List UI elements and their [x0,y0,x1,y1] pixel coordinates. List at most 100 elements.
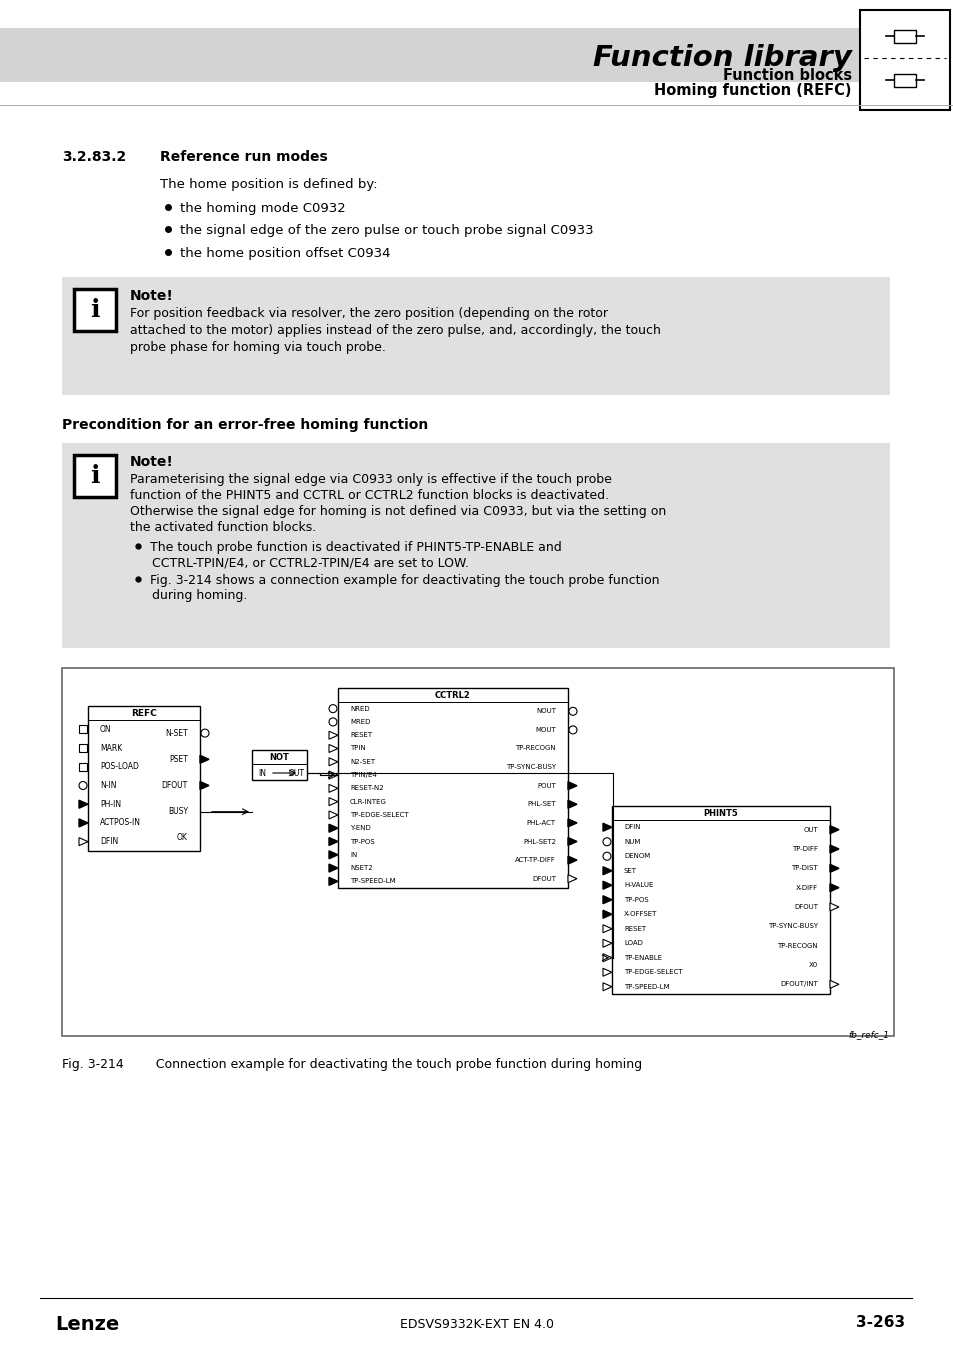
Polygon shape [602,910,612,918]
Text: probe phase for homing via touch probe.: probe phase for homing via touch probe. [130,342,385,354]
Polygon shape [567,856,577,864]
Text: DFIN: DFIN [100,837,118,846]
Polygon shape [602,896,612,903]
Bar [62,443,889,648]
Text: ON: ON [100,725,112,734]
Text: IN: IN [257,768,266,778]
Text: DFOUT: DFOUT [532,876,556,882]
Text: DFOUT/INT: DFOUT/INT [780,981,817,987]
Text: NSET2: NSET2 [350,865,373,871]
Text: i: i [91,464,100,487]
Bar [88,706,200,850]
Polygon shape [567,837,577,845]
Text: NOT: NOT [270,753,289,763]
Text: PSET: PSET [169,755,188,764]
Circle shape [79,782,87,790]
Text: CLR-INTEG: CLR-INTEG [350,799,387,805]
Text: N2-SET: N2-SET [350,759,375,765]
Polygon shape [602,824,612,832]
Text: X0: X0 [808,963,817,968]
Circle shape [602,852,610,860]
Text: ACTPOS-IN: ACTPOS-IN [100,818,141,828]
Polygon shape [567,782,577,790]
Polygon shape [602,940,612,948]
Text: TP-POS: TP-POS [623,896,648,903]
Text: attached to the motor) applies instead of the zero pulse, and, accordingly, the : attached to the motor) applies instead o… [130,324,660,338]
Text: RESET-N2: RESET-N2 [350,786,383,791]
Text: Note!: Note! [130,455,173,468]
Polygon shape [79,837,88,845]
Polygon shape [329,798,337,806]
Text: PHL-ACT: PHL-ACT [526,819,556,826]
Text: TP-DIST: TP-DIST [791,865,817,871]
Text: Y-END: Y-END [350,825,371,832]
Text: Function library: Function library [593,45,851,72]
Polygon shape [602,953,612,961]
Polygon shape [602,925,612,933]
Text: function of the PHINT5 and CCTRL or CCTRL2 function blocks is deactivated.: function of the PHINT5 and CCTRL or CCTR… [130,489,608,502]
Polygon shape [602,882,612,890]
Polygon shape [329,878,337,886]
Circle shape [329,705,336,713]
Text: The home position is defined by:: The home position is defined by: [160,178,377,190]
Polygon shape [329,864,337,872]
Text: TP-SYNC-BUSY: TP-SYNC-BUSY [505,764,556,769]
Text: Parameterising the signal edge via C0933 only is effective if the touch probe: Parameterising the signal edge via C0933… [130,472,611,486]
Text: TP-RECOGN: TP-RECOGN [777,942,817,949]
Polygon shape [602,983,612,991]
Text: the homing mode C0932: the homing mode C0932 [180,202,345,215]
Text: Reference run modes: Reference run modes [160,150,328,163]
Bar [62,277,889,396]
Text: BUSY: BUSY [168,807,188,817]
Text: NRED: NRED [350,706,369,711]
Polygon shape [829,826,838,834]
Text: REFC: REFC [131,709,156,717]
Circle shape [329,718,336,726]
Polygon shape [329,757,337,765]
Text: TP-SPEED-LM: TP-SPEED-LM [623,984,669,990]
Text: TP-SPEED-LM: TP-SPEED-LM [350,879,395,884]
Text: DFOUT: DFOUT [793,904,817,910]
Text: X-DIFF: X-DIFF [795,884,817,891]
Text: TP-ENABLE: TP-ENABLE [623,954,661,961]
Text: RESET: RESET [623,926,645,931]
Text: DFOUT: DFOUT [162,782,188,790]
Polygon shape [79,819,88,828]
Text: i: i [91,298,100,323]
Polygon shape [79,801,88,809]
Text: PH-IN: PH-IN [100,799,121,809]
Polygon shape [829,864,838,872]
Polygon shape [329,744,337,752]
Text: RESET: RESET [350,732,372,738]
Text: TP-SYNC-BUSY: TP-SYNC-BUSY [767,923,817,929]
Text: fb_refc_1: fb_refc_1 [847,1030,888,1040]
Polygon shape [200,782,209,790]
Text: MOUT: MOUT [535,726,556,733]
Text: PHL-SET: PHL-SET [527,802,556,807]
Text: TP-RECOGN: TP-RECOGN [515,745,556,752]
Polygon shape [329,771,337,779]
Text: MARK: MARK [100,744,122,752]
Polygon shape [329,825,337,832]
Polygon shape [829,980,838,988]
Text: OUT: OUT [289,768,305,778]
Text: Function blocks: Function blocks [722,69,851,84]
Polygon shape [567,801,577,809]
Polygon shape [602,867,612,875]
Circle shape [602,838,610,845]
Text: POUT: POUT [537,783,556,788]
Polygon shape [567,875,577,883]
Text: TP-DIFF: TP-DIFF [791,846,817,852]
Text: Otherwise the signal edge for homing is not defined via C0933, but via the setti: Otherwise the signal edge for homing is … [130,505,665,518]
Text: For position feedback via resolver, the zero position (depending on the rotor: For position feedback via resolver, the … [130,306,607,320]
Text: NUM: NUM [623,838,639,845]
Text: MRED: MRED [350,720,370,725]
Bar [79,725,87,733]
Bar [74,455,116,497]
Bar [79,763,87,771]
Text: EDSVS9332K-EXT EN 4.0: EDSVS9332K-EXT EN 4.0 [399,1318,554,1331]
Text: the home position offset C0934: the home position offset C0934 [180,247,390,261]
Text: CCTRL2: CCTRL2 [435,690,471,699]
Text: TPIN/E4: TPIN/E4 [350,772,376,778]
Polygon shape [329,837,337,845]
